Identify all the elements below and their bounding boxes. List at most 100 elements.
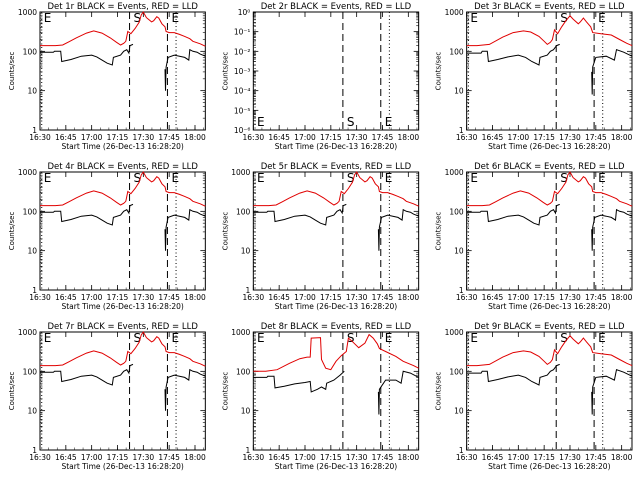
lld-rate-line xyxy=(40,11,206,47)
x-tick-label: 18:00 xyxy=(611,453,633,462)
x-tick-label: 17:15 xyxy=(107,133,129,142)
events-rate-line xyxy=(466,203,633,251)
panel-title: Det 1r BLACK = Events, RED = LLD xyxy=(47,2,198,12)
x-tick-label: 16:30 xyxy=(456,133,478,142)
marker-label: E xyxy=(385,331,393,345)
panel-title: Det 9r BLACK = Events, RED = LLD xyxy=(474,322,625,332)
x-tick-label: 18:00 xyxy=(184,293,206,302)
y-axis-label: Counts/sec xyxy=(435,212,443,251)
marker-label: S xyxy=(134,11,142,25)
marker-label: E xyxy=(171,171,179,185)
x-tick-label: 16:30 xyxy=(456,293,478,302)
y-tick-label: 1 xyxy=(459,286,464,295)
x-tick-label: 16:30 xyxy=(243,453,265,462)
y-tick-label: 1000 xyxy=(445,8,464,17)
x-tick-label: 17:45 xyxy=(158,453,180,462)
x-tick-label: 18:00 xyxy=(184,453,206,462)
y-axis-label: Counts/sec xyxy=(435,372,443,411)
x-tick-label: 16:30 xyxy=(243,133,265,142)
x-tick-label: 16:30 xyxy=(29,133,51,142)
marker-label: E xyxy=(385,115,393,129)
panel-5: Det 5r BLACK = Events, RED = LLD 1 10 100 10… xyxy=(221,162,419,311)
panel-8: Det 8r BLACK = Events, RED = LLD 1 10 100 10… xyxy=(221,322,419,471)
x-tick-label: 17:45 xyxy=(585,453,607,462)
plot-frame xyxy=(252,11,420,131)
x-tick-label: 17:45 xyxy=(158,133,180,142)
marker-label: S xyxy=(560,331,568,345)
plot-frame xyxy=(39,171,206,291)
y-tick-label: 10⁻³ xyxy=(234,67,251,76)
y-tick-label: 1 xyxy=(246,286,251,295)
x-tick-label: 17:15 xyxy=(320,453,342,462)
x-tick-label: 17:45 xyxy=(158,293,180,302)
panel-title: Det 8r BLACK = Events, RED = LLD xyxy=(261,322,412,332)
marker-label: E xyxy=(470,331,478,345)
x-tick-label: 17:00 xyxy=(508,453,530,462)
x-tick-label: 17:30 xyxy=(133,133,155,142)
marker-label: E xyxy=(171,331,179,345)
y-tick-label: 10 xyxy=(454,87,464,96)
y-axis-label: Counts/sec xyxy=(221,372,229,411)
events-rate-line xyxy=(40,203,206,251)
y-tick-label: 10⁻⁴ xyxy=(234,87,251,96)
y-tick-label: 1 xyxy=(459,446,464,455)
y-tick-label: 10⁻² xyxy=(234,47,251,56)
x-axis-label: Start Time (26-Dec-13 16:28:20) xyxy=(488,462,610,471)
y-tick-label: 10 xyxy=(454,407,464,416)
panel-7: Det 7r BLACK = Events, RED = LLD 1 10 100 10… xyxy=(8,322,206,471)
x-tick-label: 17:00 xyxy=(508,293,530,302)
marker-label: E xyxy=(470,171,478,185)
x-tick-label: 18:00 xyxy=(398,293,420,302)
x-tick-label: 17:30 xyxy=(346,453,368,462)
marker-label: S xyxy=(560,171,568,185)
x-tick-label: 16:30 xyxy=(29,293,51,302)
marker-label: S xyxy=(347,331,355,345)
marker-label: E xyxy=(257,331,265,345)
x-tick-label: 16:45 xyxy=(55,453,77,462)
marker-label: S xyxy=(134,171,142,185)
x-tick-label: 17:45 xyxy=(585,293,607,302)
plot-frame xyxy=(39,331,206,451)
x-tick-label: 17:30 xyxy=(346,293,368,302)
y-tick-label: 10 xyxy=(454,247,464,256)
plot-frame xyxy=(39,11,206,131)
x-tick-label: 17:30 xyxy=(346,133,368,142)
marker-label: E xyxy=(598,331,606,345)
marker-label: E xyxy=(598,171,606,185)
x-tick-label: 17:15 xyxy=(533,293,555,302)
x-tick-label: 17:00 xyxy=(81,133,103,142)
x-tick-label: 17:00 xyxy=(81,293,103,302)
x-tick-label: 18:00 xyxy=(398,453,420,462)
y-tick-label: 100 xyxy=(23,47,38,56)
x-tick-label: 17:15 xyxy=(533,133,555,142)
x-axis-label: Start Time (26-Dec-13 16:28:20) xyxy=(488,302,610,311)
x-tick-label: 17:00 xyxy=(294,133,316,142)
x-tick-label: 16:45 xyxy=(482,293,504,302)
y-axis-label: Counts/sec xyxy=(8,52,16,91)
marker-label: E xyxy=(257,171,265,185)
x-tick-label: 16:45 xyxy=(55,293,77,302)
lld-rate-line xyxy=(466,335,633,367)
panel-2: Det 2r BLACK = Events, RED = LLD 10⁻⁶ 10⁻⁵… xyxy=(221,2,419,151)
y-tick-label: 100 xyxy=(449,367,464,376)
panel-6: Det 6r BLACK = Events, RED = LLD 1 10 100 10… xyxy=(435,162,633,311)
y-tick-label: 10 xyxy=(241,247,251,256)
marker-label: E xyxy=(470,11,478,25)
marker-label: S xyxy=(347,171,355,185)
y-tick-label: 1000 xyxy=(18,8,37,17)
y-tick-label: 10⁻⁶ xyxy=(234,126,251,135)
marker-label: S xyxy=(134,331,142,345)
marker-label: E xyxy=(44,331,52,345)
x-tick-label: 16:45 xyxy=(55,133,77,142)
y-tick-label: 1 xyxy=(32,446,37,455)
y-tick-label: 1000 xyxy=(231,328,250,337)
events-rate-line xyxy=(40,43,206,91)
x-tick-label: 17:45 xyxy=(372,293,394,302)
events-rate-line xyxy=(466,363,633,415)
panel-title: Det 2r BLACK = Events, RED = LLD xyxy=(261,2,412,12)
lld-rate-line xyxy=(466,171,633,207)
lld-rate-line xyxy=(253,171,419,207)
events-rate-line xyxy=(253,203,419,251)
plot-frame xyxy=(252,331,420,451)
y-axis-label: Counts/sec xyxy=(221,212,229,251)
